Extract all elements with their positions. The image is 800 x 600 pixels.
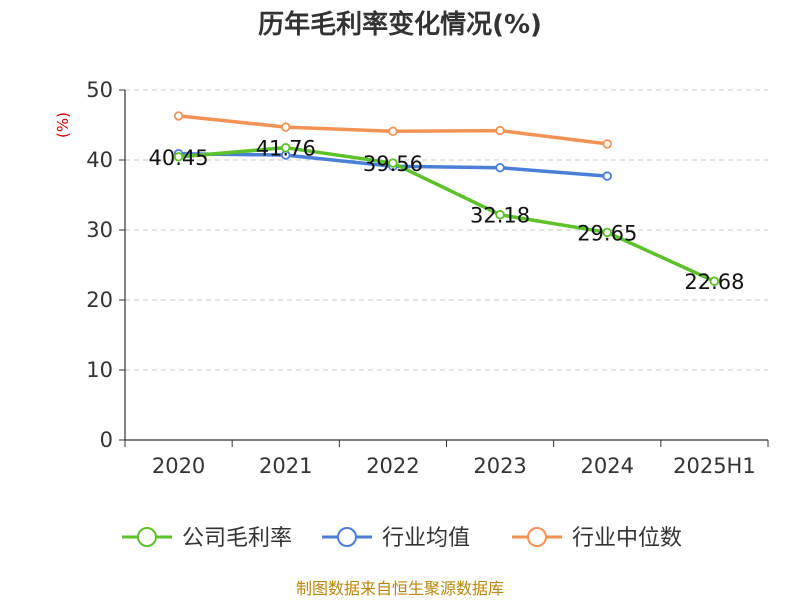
- data-label: 41.76: [256, 137, 316, 161]
- series-point-2: [602, 171, 612, 181]
- x-tick-label: 2022: [366, 454, 419, 478]
- x-tick-label: 2024: [581, 454, 634, 478]
- y-axis-unit: (%): [54, 112, 72, 138]
- legend-item-2: 行业均值: [322, 526, 470, 551]
- y-tick-label: 20: [86, 288, 113, 312]
- legend-swatch-marker: [337, 527, 357, 547]
- y-tick-label: 0: [100, 428, 113, 452]
- data-label: 39.56: [363, 152, 423, 176]
- x-tick-label: 2021: [259, 454, 312, 478]
- y-tick-label: 50: [86, 78, 113, 102]
- legend-swatch-marker: [527, 527, 547, 547]
- source-note: 制图数据来自恒生聚源数据库: [296, 579, 504, 598]
- legend-item-3: 行业中位数: [512, 526, 682, 551]
- y-tick-label: 10: [86, 358, 113, 382]
- series-point-3: [495, 125, 505, 136]
- x-tick-label: 2020: [152, 454, 205, 478]
- series-point-3: [281, 122, 291, 132]
- series-point-1: [388, 158, 398, 168]
- legend-label: 行业均值: [382, 526, 470, 551]
- legend: 公司毛利率 行业均值 行业中位数: [122, 526, 682, 551]
- series-point-2: [495, 162, 505, 173]
- series-point-3: [388, 126, 398, 136]
- legend-label: 公司毛利率: [182, 526, 292, 551]
- series-point-1: [281, 142, 291, 153]
- series-point-1: [602, 227, 612, 238]
- x-tick-label: 2023: [473, 454, 526, 478]
- grid-lines: [125, 89, 768, 371]
- series-point-1: [173, 152, 184, 162]
- y-tick-label: 30: [86, 218, 113, 242]
- series-point-1: [495, 210, 505, 220]
- data-label: 40.45: [149, 146, 209, 170]
- series-point-3: [173, 111, 184, 121]
- chart-title: 历年毛利率变化情况(%): [258, 9, 542, 40]
- series-layer: [173, 111, 720, 286]
- axes: 0 10 20 30 40 50 2020 2021 2022 2023 2024 2025H1: [86, 78, 769, 478]
- data-label: 29.65: [577, 221, 637, 245]
- data-labels: 40.45 41.76 39.56 32.18 29.65 22.68: [149, 137, 745, 295]
- data-label: 22.68: [684, 270, 744, 294]
- series-line-1: [178, 145, 716, 283]
- data-label: 32.18: [470, 204, 530, 228]
- y-tick-label: 40: [86, 148, 113, 172]
- x-tick-label: 2025H1: [673, 454, 756, 478]
- series-point-1: [709, 276, 720, 286]
- legend-swatch-marker: [137, 527, 157, 547]
- legend-label: 行业中位数: [572, 526, 682, 551]
- legend-item-1: 公司毛利率: [122, 526, 292, 551]
- series-point-3: [602, 139, 612, 149]
